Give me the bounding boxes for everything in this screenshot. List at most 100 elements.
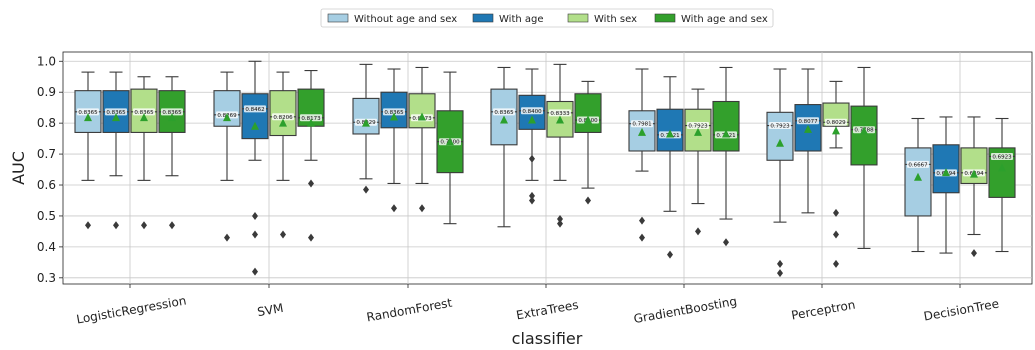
box-3-5: 0.7788	[850, 66, 878, 249]
x-tick-label: ExtraTrees	[515, 298, 579, 323]
legend: Without age and sex With age With sex With …	[320, 8, 774, 28]
box-iqr	[408, 93, 436, 129]
x-tick-label: LogisticRegression	[75, 294, 187, 327]
median-label: 0.8173	[301, 116, 321, 122]
median-label: 0.7923	[770, 124, 790, 130]
mean-marker	[638, 127, 646, 136]
legend-swatch	[327, 13, 349, 23]
box-layer: 0.8365 0.8269 0.8029 0.8365 0.7981 0.7923 0.66…	[74, 60, 1016, 278]
y-tick-label: 0.4	[37, 240, 56, 254]
box-iqr	[241, 93, 269, 140]
box-2-4: 0.7923	[684, 88, 712, 236]
mean-marker	[528, 115, 536, 124]
mean-marker	[279, 118, 287, 127]
median-label: 0.7923	[688, 124, 708, 130]
mean-marker	[500, 115, 508, 124]
flier-point	[252, 211, 258, 220]
y-tick-label: 0.9	[37, 85, 56, 99]
flier-point	[777, 259, 783, 268]
flier-point	[833, 208, 839, 217]
median-label: 0.8400	[522, 109, 542, 115]
median-label: 0.8333	[550, 111, 570, 117]
box-iqr	[960, 147, 988, 185]
box-1-3: 0.8400	[518, 68, 546, 205]
legend-label: With age and sex	[681, 14, 768, 25]
box-1-6: 0.6394	[932, 116, 960, 254]
mean-marker	[942, 168, 950, 177]
median-label: 0.8365	[134, 110, 154, 116]
mean-marker	[362, 118, 370, 127]
x-tick-label: SVM	[256, 301, 284, 319]
box-2-0: 0.8365	[130, 76, 158, 230]
median-label-bg	[493, 108, 515, 116]
median-label-bg	[105, 108, 127, 116]
box-iqr	[656, 108, 684, 152]
flier-point	[557, 219, 563, 228]
box-1-2: 0.8365	[380, 68, 408, 213]
x-tick-label: RandomForest	[365, 296, 453, 325]
legend-frame	[320, 8, 774, 28]
flier-point	[833, 230, 839, 239]
median-label: 0.6667	[908, 162, 928, 168]
mean-marker	[251, 121, 259, 130]
legend-label: With age	[499, 14, 544, 25]
median-label: 0.7981	[632, 122, 651, 128]
y-tick-label: 1.0	[37, 54, 56, 68]
box-2-5: 0.8029	[822, 80, 850, 268]
flier-point	[169, 221, 175, 230]
box-0-6: 0.6667	[904, 117, 932, 253]
y-tick-label: 0.5	[37, 209, 56, 223]
y-tick-label: 0.7	[37, 147, 56, 161]
flier-point	[639, 216, 645, 225]
box-iqr	[904, 147, 932, 217]
box-iqr	[574, 93, 602, 133]
flier-point	[529, 196, 535, 205]
mean-marker	[307, 118, 315, 127]
x-tick-label: Perceptron	[790, 298, 856, 323]
median-label: 0.8365	[384, 110, 404, 116]
mean-marker	[804, 124, 812, 133]
plot-area	[62, 51, 1033, 285]
median-label-bg	[383, 108, 405, 116]
median-label: 0.8029	[826, 120, 846, 126]
mean-marker	[390, 112, 398, 121]
median-label: 0.6923	[992, 154, 1012, 160]
x-tick-label: GradientBoosting	[633, 294, 739, 326]
mean-marker	[666, 129, 674, 138]
median-label-bg	[797, 117, 819, 125]
median-label: 0.8365	[106, 110, 126, 116]
flier-point	[308, 179, 314, 188]
flier-point	[557, 215, 563, 224]
box-2-2: 0.8173	[408, 66, 436, 213]
flier-point	[391, 204, 397, 213]
flier-point	[723, 238, 729, 247]
box-iqr	[712, 100, 740, 152]
box-0-4: 0.7981	[628, 68, 656, 242]
mean-marker	[168, 113, 176, 122]
box-3-1: 0.8173	[297, 70, 325, 242]
box-2-3: 0.8333	[546, 63, 574, 228]
box-0-0: 0.8365	[74, 71, 102, 230]
box-0-3: 0.8365	[490, 66, 518, 228]
flier-point	[695, 227, 701, 236]
box-1-0: 0.8365	[102, 71, 130, 230]
median-label: 0.8365	[78, 110, 98, 116]
mean-marker	[84, 113, 92, 122]
median-label-bg	[991, 152, 1013, 160]
median-label-bg	[133, 108, 155, 116]
box-1-5: 0.8077	[794, 68, 822, 214]
median-label-bg	[907, 160, 929, 168]
y-tick-label: 0.6	[37, 178, 56, 192]
box-iqr	[490, 88, 518, 146]
x-axis-label: classifier	[512, 329, 583, 348]
median-label: 0.8462	[245, 107, 264, 113]
flier-point	[639, 233, 645, 242]
flier-point	[252, 230, 258, 239]
mean-marker	[970, 169, 978, 178]
box-3-0: 0.8365	[158, 76, 186, 230]
mean-marker	[722, 129, 730, 138]
median-label-bg	[161, 108, 183, 116]
y-tick-label: 0.3	[37, 271, 56, 285]
mean-marker	[832, 126, 840, 135]
